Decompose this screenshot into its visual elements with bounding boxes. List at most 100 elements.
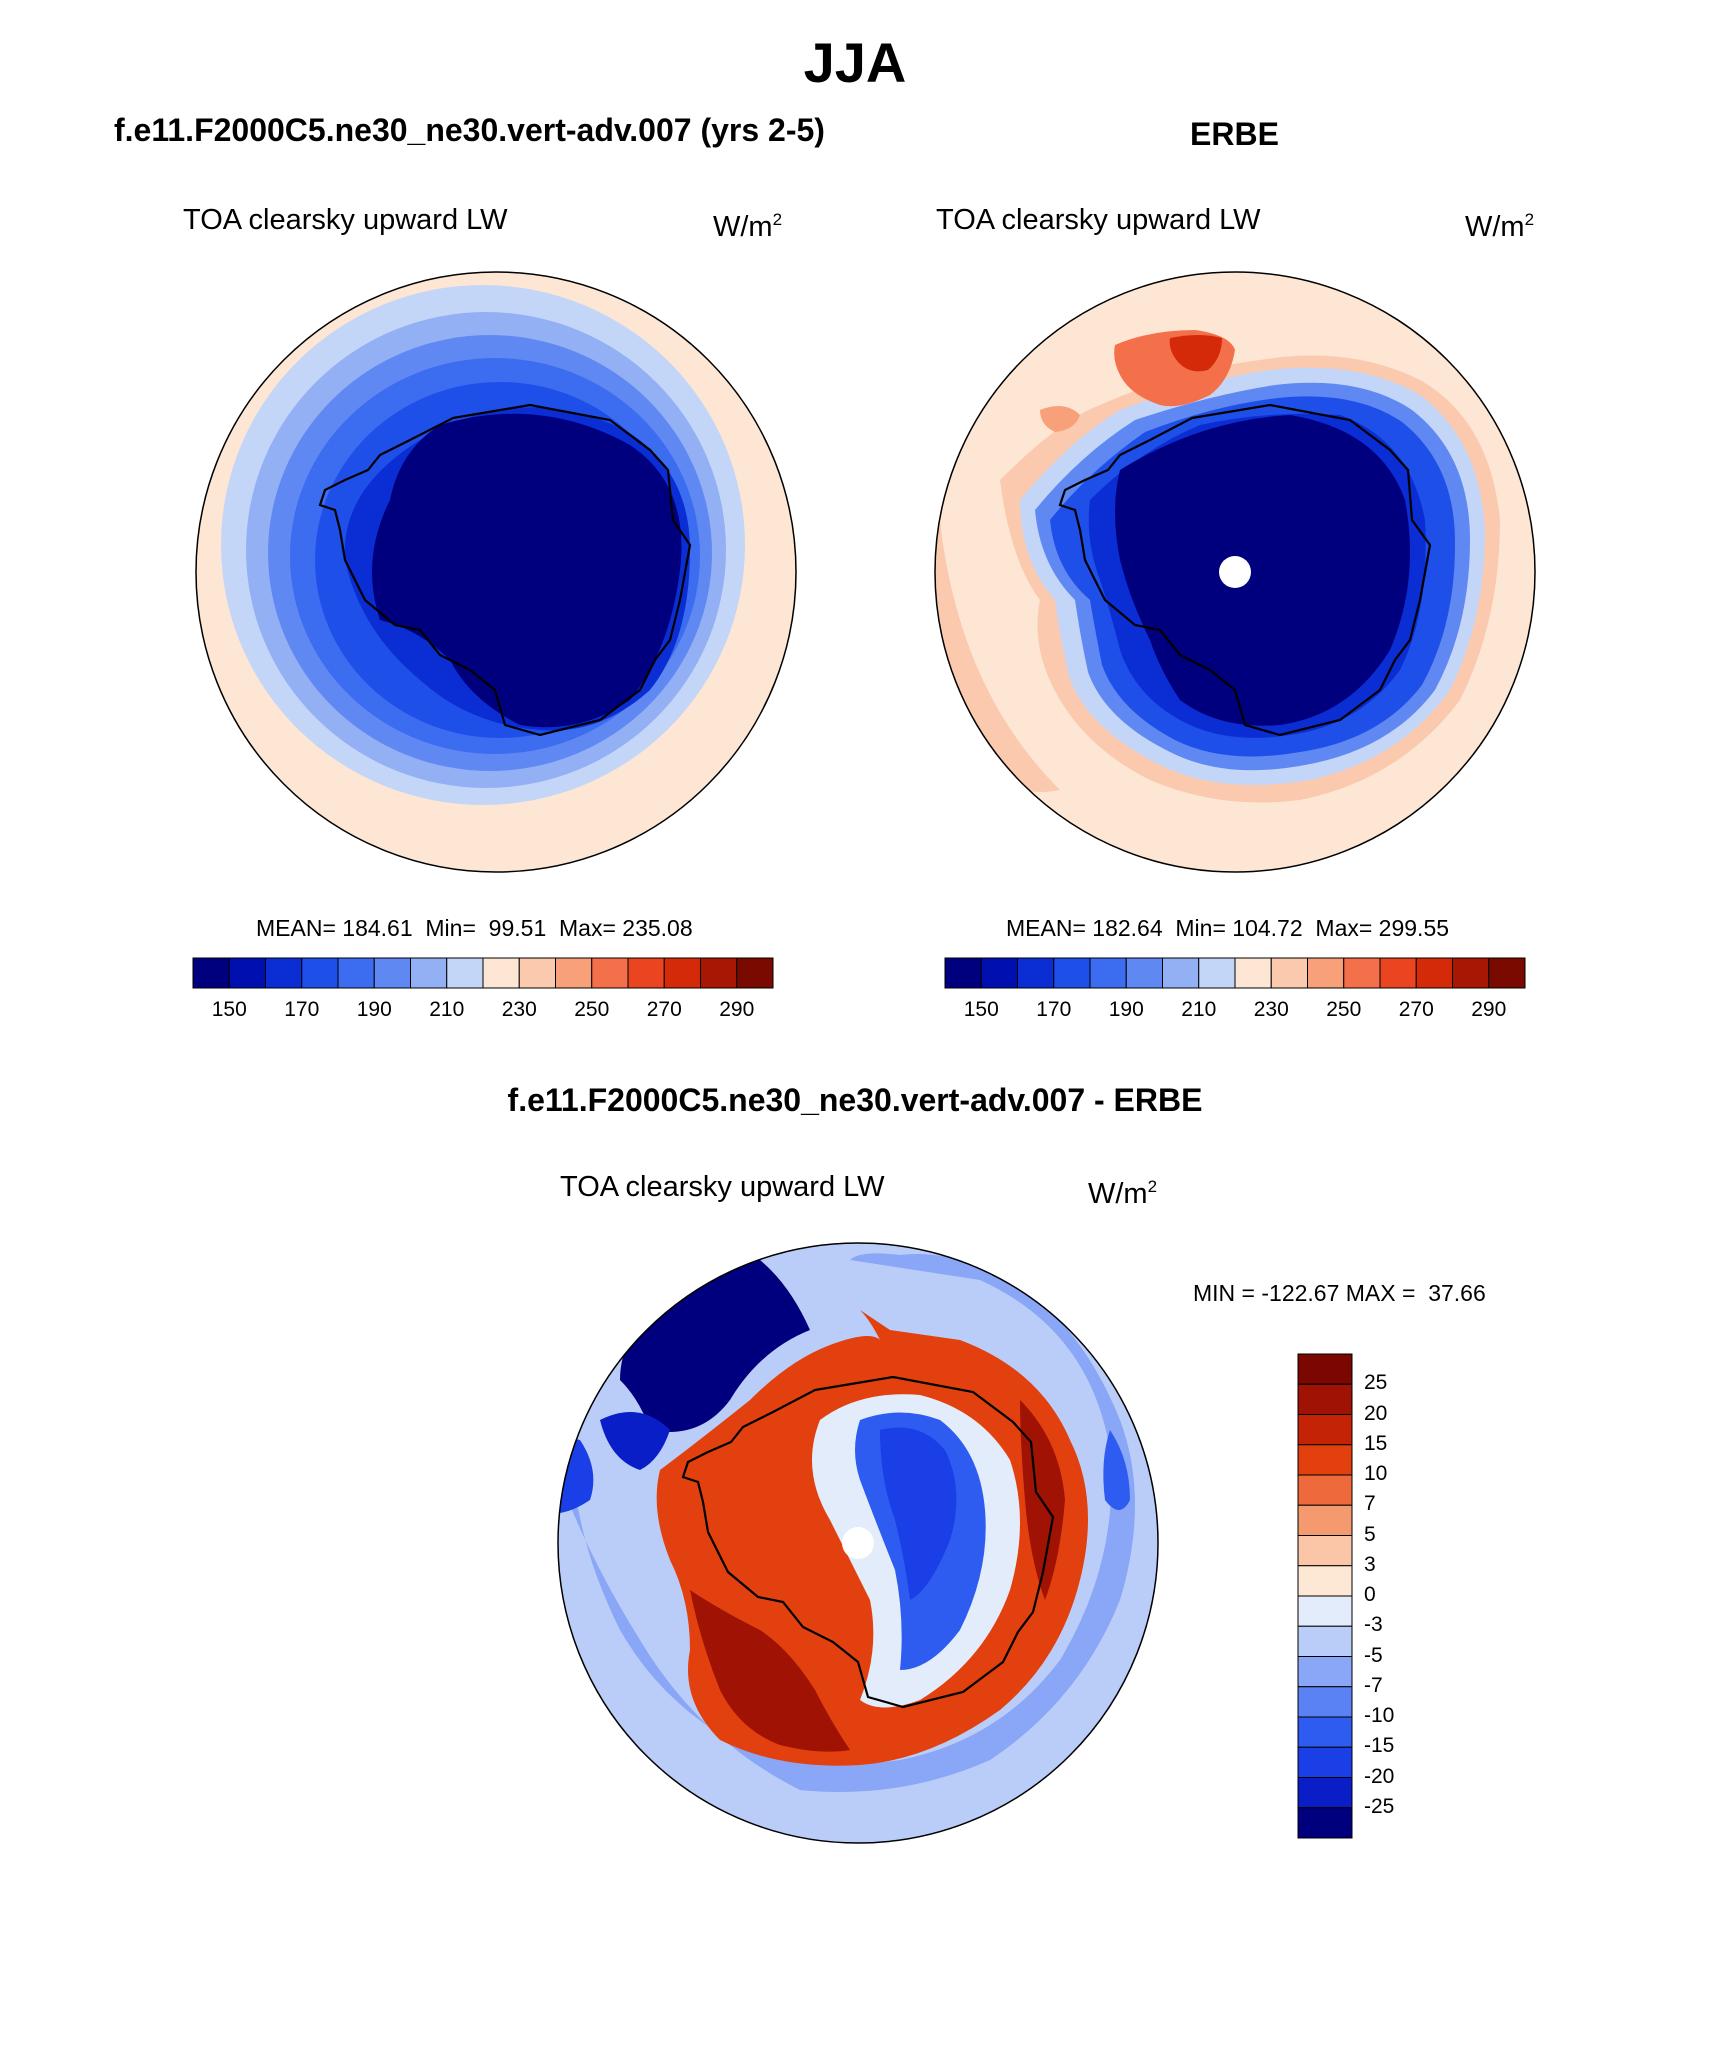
colorbar-swatch — [1452, 957, 1490, 989]
colorbar-tick-label: 190 — [1108, 998, 1144, 1021]
map-boundary — [557, 1242, 1159, 1844]
map-boundary — [195, 271, 797, 873]
colorbar-swatch — [944, 957, 982, 989]
colorbar-tick-label: 190 — [356, 998, 392, 1021]
colorbar-swatch — [663, 957, 701, 989]
pole-hole — [842, 1527, 874, 1559]
colorbar-swatch — [980, 957, 1018, 989]
colorbar-swatch — [1297, 1595, 1353, 1627]
contour-band-neg20 — [600, 1412, 670, 1470]
contour-band-250-patch — [1040, 406, 1080, 432]
variable-label-model: TOA clearsky upward LW — [183, 204, 508, 236]
colorbar-tick-label: 150 — [963, 998, 999, 1021]
contour-band-150 — [372, 413, 682, 728]
colorbar-tick-label: 230 — [501, 998, 537, 1021]
units-label-model: W/m2 — [713, 210, 783, 243]
colorbar-swatch — [337, 957, 375, 989]
colorbar-tick-label: 210 — [1181, 998, 1217, 1021]
antarctica-coastline — [1058, 403, 1432, 737]
colorbar-tick-label: 250 — [1326, 998, 1362, 1021]
colorbar-swatch — [1297, 1535, 1353, 1567]
colorbar-tick-label: 150 — [211, 998, 247, 1021]
colorbar-tick-label: 25 — [1364, 1371, 1388, 1395]
colorbar-swatch — [1297, 1716, 1353, 1748]
colorbar-swatch — [1297, 1565, 1353, 1597]
colorbar-swatch — [1297, 1625, 1353, 1657]
colorbar-swatch — [1270, 957, 1308, 989]
colorbar-swatch — [1234, 957, 1272, 989]
stats-obs: MEAN= 182.64 Min= 104.72 Max= 299.55 — [1006, 915, 1450, 941]
colorbar-swatch — [1089, 957, 1127, 989]
colorbar-swatch — [1297, 1656, 1353, 1688]
colorbar-tick-label: -25 — [1364, 1794, 1395, 1818]
map-boundary — [934, 271, 1536, 873]
colorbar-tick-label: 210 — [429, 998, 465, 1021]
contour-band-neg10-east — [1103, 1430, 1130, 1510]
colorbar-tick-label: -3 — [1364, 1613, 1383, 1637]
contour-band-280-ross — [1169, 335, 1222, 372]
colorbar-tick-label: -10 — [1364, 1704, 1395, 1727]
colorbar-swatch — [1125, 957, 1163, 989]
colorbar-swatch — [1297, 1686, 1353, 1718]
colorbar-tick-label: 3 — [1364, 1552, 1376, 1576]
antarctica-coastline — [681, 1375, 1055, 1709]
colorbar-swatch — [1415, 957, 1453, 989]
colorbar-swatch — [1297, 1383, 1353, 1415]
colorbar-tick-label: -7 — [1364, 1673, 1383, 1697]
colorbar-tick-label: -5 — [1364, 1643, 1383, 1667]
colorbar-tick-label: 170 — [284, 998, 320, 1021]
colorbar-swatch — [736, 957, 774, 989]
contour-band-neg15-west — [558, 1437, 594, 1514]
panel-title-obs: ERBE — [1190, 116, 1279, 152]
colorbar-swatch — [410, 957, 448, 989]
units-label-obs: W/m2 — [1465, 210, 1535, 243]
variable-label-obs: TOA clearsky upward LW — [936, 204, 1261, 236]
colorbar-swatch — [1053, 957, 1091, 989]
colorbar-swatch — [1297, 1474, 1353, 1506]
stats-diff: MIN = -122.67 MAX = 37.66 — [1193, 1280, 1486, 1306]
colorbar-swatch — [627, 957, 665, 989]
colorbar-swatch — [1297, 1444, 1353, 1476]
colorbar-swatch — [1297, 1414, 1353, 1446]
colorbar-tick-label: 10 — [1364, 1462, 1388, 1485]
colorbar-swatch — [1297, 1353, 1353, 1385]
colorbar-swatch — [700, 957, 738, 989]
colorbar-swatch — [1343, 957, 1381, 989]
colorbar-tick-label: 170 — [1036, 998, 1072, 1021]
colorbar-swatch — [446, 957, 484, 989]
pole-hole — [1219, 556, 1251, 588]
antarctica-coastline — [318, 403, 692, 737]
colorbar-swatch — [1297, 1746, 1353, 1778]
colorbar-tick-label: 250 — [574, 998, 610, 1021]
colorbar-tick-label: 270 — [1398, 998, 1434, 1021]
contour-band-neg15 — [880, 1427, 957, 1600]
colorbar-swatch — [301, 957, 339, 989]
colorbar-tick-label: 270 — [646, 998, 682, 1021]
contour-band-25 — [690, 1590, 850, 1752]
colorbar-swatch — [591, 957, 629, 989]
colorbar-tick-label: 290 — [1471, 998, 1507, 1021]
colorbar-tick-label: -20 — [1364, 1764, 1395, 1788]
colorbar-tick-label: -15 — [1364, 1734, 1395, 1758]
colorbar-swatch — [1297, 1504, 1353, 1536]
colorbar-swatch — [1017, 957, 1055, 989]
panel-title-model: f.e11.F2000C5.ne30_ne30.vert-adv.007 (yr… — [114, 112, 825, 148]
colorbar-tick-label: 7 — [1364, 1492, 1376, 1516]
colorbar-tick-label: 20 — [1364, 1401, 1388, 1425]
colorbar-swatch — [1198, 957, 1236, 989]
contour-band-150 — [1115, 415, 1410, 726]
contour-band-240-west — [935, 420, 1060, 793]
colorbar-swatch — [1162, 957, 1200, 989]
colorbar-tick-label: 290 — [719, 998, 755, 1021]
colorbar-swatch — [1297, 1777, 1353, 1809]
colorbar-swatch — [1488, 957, 1526, 989]
colorbar-tick-label: 230 — [1253, 998, 1289, 1021]
stats-model: MEAN= 184.61 Min= 99.51 Max= 235.08 — [256, 915, 693, 941]
colorbar-swatch — [228, 957, 266, 989]
season-title: JJA — [803, 31, 907, 94]
colorbar-swatch — [555, 957, 593, 989]
